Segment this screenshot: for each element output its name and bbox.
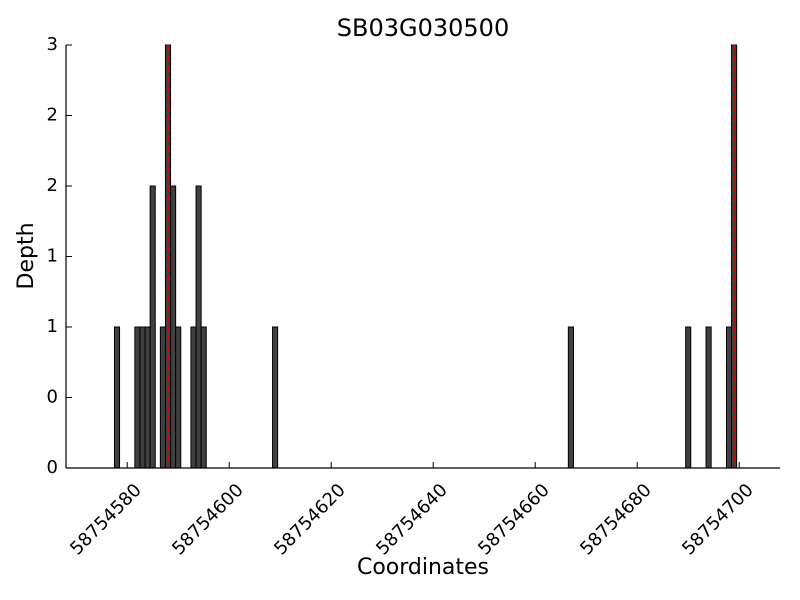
- y-axis-label: Depth: [14, 222, 39, 289]
- bar: [725, 326, 733, 469]
- x-tick-label: 58754580: [66, 480, 146, 560]
- y-tick-label: 1: [47, 246, 58, 267]
- y-tick-label: 2: [47, 175, 58, 196]
- bar: [272, 326, 279, 469]
- bar: [190, 326, 197, 469]
- x-tick-label: 58754620: [270, 480, 350, 560]
- x-tick-label: 58754660: [474, 480, 554, 560]
- chart-title: SB03G030500: [337, 14, 509, 42]
- y-tick-label: 0: [47, 387, 58, 408]
- bar: [200, 326, 207, 469]
- bar: [685, 326, 692, 469]
- bar: [567, 326, 574, 469]
- bar: [134, 326, 141, 469]
- y-tick-label: 3: [47, 34, 58, 55]
- x-tick-label: 58754640: [372, 480, 452, 560]
- x-tick-label: 58754680: [576, 480, 656, 560]
- bar: [144, 326, 151, 469]
- x-tick-label: 58754700: [678, 480, 758, 560]
- bar: [159, 326, 166, 469]
- bar: [149, 185, 156, 469]
- y-tick-label: 2: [47, 105, 58, 126]
- bar: [113, 326, 121, 469]
- bar: [139, 326, 146, 469]
- x-axis-label: Coordinates: [357, 555, 489, 580]
- x-tick-label: 58754600: [168, 480, 248, 560]
- y-tick-label: 0: [47, 457, 58, 478]
- bar: [705, 326, 712, 469]
- bar: [170, 185, 177, 469]
- y-tick-label: 1: [47, 316, 58, 337]
- bar: [195, 185, 202, 469]
- bar: [175, 326, 182, 469]
